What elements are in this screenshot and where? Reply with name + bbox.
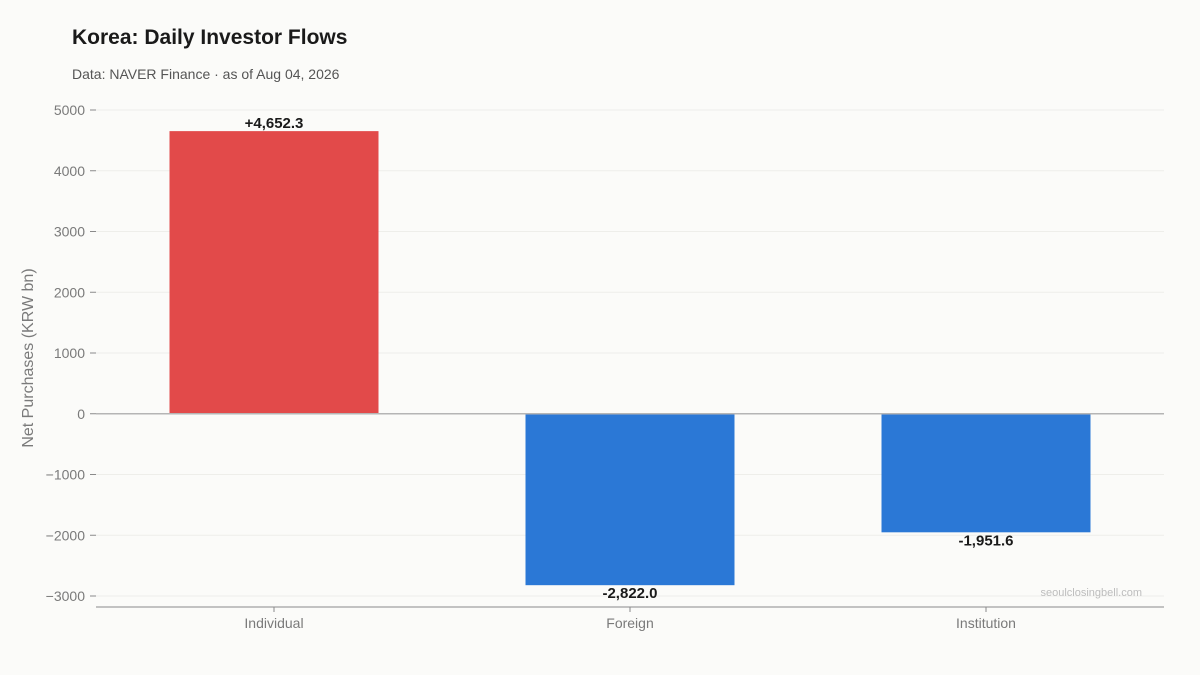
y-tick-label: 1000 bbox=[54, 345, 85, 361]
bar-individual bbox=[169, 131, 379, 414]
data-label-foreign: -2,822.0 bbox=[602, 585, 657, 602]
y-tick-label: 3000 bbox=[54, 224, 85, 240]
x-tick-label: Individual bbox=[244, 615, 303, 631]
y-axis-title: Net Purchases (KRW bn) bbox=[20, 268, 37, 447]
y-tick-label: 0 bbox=[77, 406, 85, 422]
y-tick-label: −1000 bbox=[46, 467, 86, 483]
y-tick-label: −2000 bbox=[46, 527, 86, 543]
data-label-individual: +4,652.3 bbox=[245, 115, 304, 132]
data-label-institution: -1,951.6 bbox=[958, 532, 1013, 549]
chart-subtitle: Data: NAVER Finance · as of Aug 04, 2026 bbox=[72, 66, 340, 82]
x-tick-label: Institution bbox=[956, 615, 1016, 631]
watermark: seoulclosingbell.com bbox=[1041, 587, 1143, 599]
y-tick-label: 2000 bbox=[54, 284, 85, 300]
y-tick-label: 4000 bbox=[54, 163, 85, 179]
y-tick-label: 5000 bbox=[54, 102, 85, 118]
bar-foreign bbox=[525, 413, 735, 586]
x-tick-label: Foreign bbox=[606, 615, 653, 631]
bars bbox=[169, 131, 1091, 586]
axes: 5000 4000 3000 2000 1000 0 −1000 −2000 −3000 Indi… bbox=[46, 102, 1164, 631]
chart-title: Korea: Daily Investor Flows bbox=[72, 26, 348, 49]
bar-institution bbox=[881, 413, 1091, 533]
y-tick-label: −3000 bbox=[46, 588, 86, 604]
data-labels: +4,652.3 -2,822.0 -1,951.6 bbox=[245, 115, 1014, 602]
